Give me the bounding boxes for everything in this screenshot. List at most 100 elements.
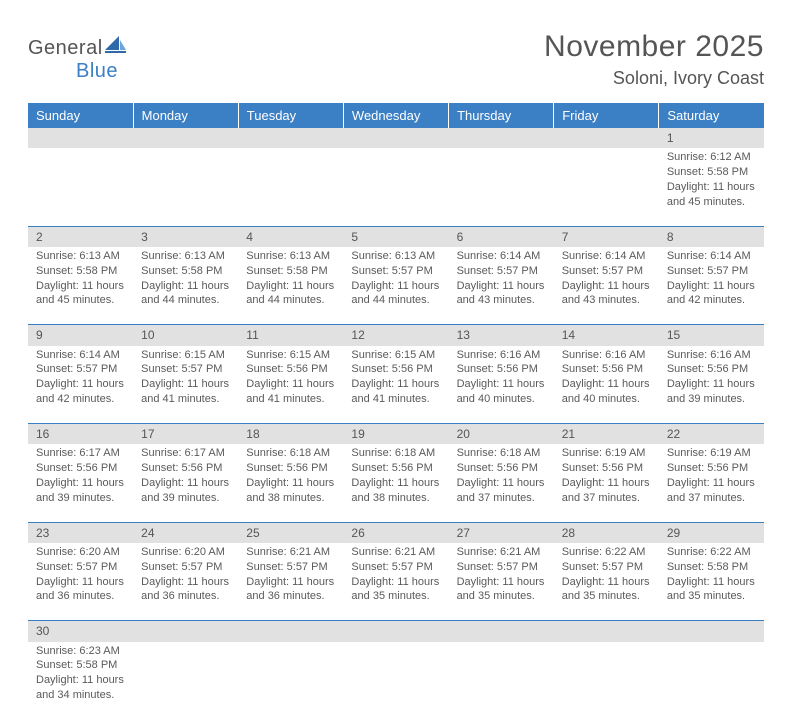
day-cell [554, 148, 659, 226]
day-cell: Sunrise: 6:17 AMSunset: 5:56 PMDaylight:… [133, 444, 238, 522]
day-detail-line: Sunset: 5:58 PM [667, 560, 756, 575]
day-details: Sunrise: 6:13 AMSunset: 5:58 PMDaylight:… [133, 247, 238, 312]
day-detail-line: Sunrise: 6:14 AM [562, 249, 651, 264]
day-detail-line: Sunrise: 6:22 AM [562, 545, 651, 560]
day-detail-line: Sunset: 5:56 PM [36, 461, 125, 476]
day-details: Sunrise: 6:14 AMSunset: 5:57 PMDaylight:… [449, 247, 554, 312]
day-detail-line: Sunrise: 6:21 AM [246, 545, 335, 560]
day-cell: Sunrise: 6:19 AMSunset: 5:56 PMDaylight:… [554, 444, 659, 522]
day-number [133, 128, 238, 148]
week-row: Sunrise: 6:13 AM Sunset: 5:58 PM Daylight:… [28, 247, 764, 325]
day-detail-line: and 35 minutes. [667, 589, 756, 604]
day-detail-line: Sunset: 5:58 PM [141, 264, 230, 279]
day-number: 29 [659, 522, 764, 543]
week-row: Sunrise: 6:17 AMSunset: 5:56 PMDaylight:… [28, 444, 764, 522]
day-number: 1 [659, 128, 764, 148]
day-number: 21 [554, 424, 659, 445]
day-detail-line: Sunrise: 6:19 AM [562, 446, 651, 461]
calendar-table: SundayMondayTuesdayWednesdayThursdayFrid… [28, 103, 764, 720]
logo-text-general: General [28, 37, 103, 59]
day-detail-line: Daylight: 11 hours [457, 279, 546, 294]
day-details: Sunrise: 6:18 AMSunset: 5:56 PMDaylight:… [343, 444, 448, 509]
day-detail-line: Sunset: 5:57 PM [667, 264, 756, 279]
day-detail-line: Sunset: 5:57 PM [562, 560, 651, 575]
day-detail-line: Sunrise: 6:22 AM [667, 545, 756, 560]
day-details: Sunrise: 6:18 AMSunset: 5:56 PMDaylight:… [449, 444, 554, 509]
location: Soloni, Ivory Coast [544, 68, 764, 89]
day-detail-line: Sunset: 5:56 PM [457, 461, 546, 476]
day-details: Sunrise: 6:14 AMSunset: 5:57 PMDaylight:… [28, 346, 133, 411]
day-cell: Sunrise: 6:12 AMSunset: 5:58 PMDaylight:… [659, 148, 764, 226]
day-details: Sunrise: 6:20 AMSunset: 5:57 PMDaylight:… [28, 543, 133, 608]
day-detail-line: Sunrise: 6:18 AM [457, 446, 546, 461]
day-cell: Sunrise: 6:18 AMSunset: 5:56 PMDaylight:… [238, 444, 343, 522]
day-detail-line: and 34 minutes. [36, 688, 125, 703]
day-detail-line: Daylight: 11 hours [667, 377, 756, 392]
day-detail-line: Sunrise: 6:13 AM [36, 249, 125, 264]
day-detail-line: Daylight: 11 hours [141, 476, 230, 491]
day-number: 28 [554, 522, 659, 543]
day-detail-line: and 37 minutes. [667, 491, 756, 506]
day-number: 10 [133, 325, 238, 346]
day-details: Sunrise: 6:16 AMSunset: 5:56 PMDaylight:… [659, 346, 764, 411]
day-number: 22 [659, 424, 764, 445]
day-number: 23 [28, 522, 133, 543]
day-detail-line: Sunrise: 6:14 AM [457, 249, 546, 264]
day-detail-line: and 37 minutes. [457, 491, 546, 506]
day-details: Sunrise: 6:14 AMSunset: 5:57 PMDaylight:… [554, 247, 659, 312]
day-detail-line: and 36 minutes. [36, 589, 125, 604]
day-number: 9 [28, 325, 133, 346]
day-details: Sunrise: 6:14 AMSunset: 5:57 PMDaylight:… [659, 247, 764, 312]
day-details: Sunrise: 6:15 AMSunset: 5:57 PMDaylight:… [133, 346, 238, 411]
day-detail-line: Sunset: 5:56 PM [667, 461, 756, 476]
day-number: 26 [343, 522, 448, 543]
day-detail-line: and 45 minutes. [36, 293, 125, 308]
day-detail-line: Sunrise: 6:21 AM [351, 545, 440, 560]
day-details: Sunrise: 6:19 AMSunset: 5:56 PMDaylight:… [554, 444, 659, 509]
day-detail-line: Sunset: 5:56 PM [562, 362, 651, 377]
day-detail-line: Daylight: 11 hours [246, 377, 335, 392]
day-cell: Sunrise: 6:15 AMSunset: 5:56 PMDaylight:… [343, 346, 448, 424]
day-detail-line: and 44 minutes. [351, 293, 440, 308]
day-number [554, 621, 659, 642]
day-details: Sunrise: 6:15 AMSunset: 5:56 PMDaylight:… [238, 346, 343, 411]
day-detail-line: Sunrise: 6:17 AM [36, 446, 125, 461]
day-detail-line: and 35 minutes. [562, 589, 651, 604]
day-number [554, 128, 659, 148]
day-detail-line: Sunrise: 6:17 AM [141, 446, 230, 461]
day-detail-line: and 36 minutes. [246, 589, 335, 604]
day-cell: Sunrise: 6:22 AMSunset: 5:58 PMDaylight:… [659, 543, 764, 621]
day-detail-line: Sunrise: 6:14 AM [667, 249, 756, 264]
day-number: 14 [554, 325, 659, 346]
day-details: Sunrise: 6:13 AMSunset: 5:58 PMDaylight:… [238, 247, 343, 312]
week-row: Sunrise: 6:12 AMSunset: 5:58 PMDaylight:… [28, 148, 764, 226]
day-cell [133, 148, 238, 226]
day-cell: Sunrise: 6:14 AMSunset: 5:57 PMDaylight:… [554, 247, 659, 325]
day-number: 4 [238, 226, 343, 247]
day-detail-line: Sunrise: 6:23 AM [36, 644, 125, 659]
day-detail-line: Sunrise: 6:16 AM [562, 348, 651, 363]
day-detail-line: Daylight: 11 hours [562, 476, 651, 491]
day-details: Sunrise: 6:21 AMSunset: 5:57 PMDaylight:… [343, 543, 448, 608]
weekday-header-row: SundayMondayTuesdayWednesdayThursdayFrid… [28, 103, 764, 128]
header: GeneralBlue November 2025 Soloni, Ivory … [28, 30, 764, 89]
day-detail-line: and 40 minutes. [562, 392, 651, 407]
day-detail-line: Sunrise: 6:20 AM [141, 545, 230, 560]
day-detail-line: Sunrise: 6:19 AM [667, 446, 756, 461]
day-cell: Sunrise: 6:18 AMSunset: 5:56 PMDaylight:… [343, 444, 448, 522]
day-number-row: 2345678 [28, 226, 764, 247]
day-number [449, 621, 554, 642]
weekday-header: Wednesday [343, 103, 448, 128]
day-cell [659, 642, 764, 720]
day-detail-line: and 36 minutes. [141, 589, 230, 604]
day-cell [238, 642, 343, 720]
day-details: Sunrise: 6:17 AMSunset: 5:56 PMDaylight:… [133, 444, 238, 509]
day-detail-line: Sunset: 5:56 PM [667, 362, 756, 377]
day-detail-line: Sunrise: 6:15 AM [246, 348, 335, 363]
day-detail-line: Sunset: 5:56 PM [246, 461, 335, 476]
day-detail-line: and 41 minutes. [246, 392, 335, 407]
day-details: Sunrise: 6:22 AMSunset: 5:58 PMDaylight:… [659, 543, 764, 608]
day-cell [449, 642, 554, 720]
day-detail-line: Daylight: 11 hours [141, 575, 230, 590]
day-detail-line: and 42 minutes. [667, 293, 756, 308]
